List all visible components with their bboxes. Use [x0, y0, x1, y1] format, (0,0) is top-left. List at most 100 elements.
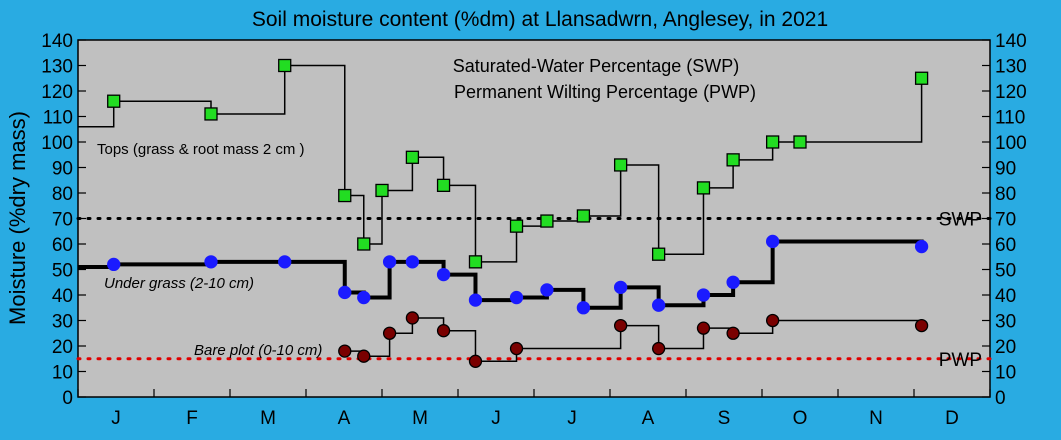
- data-point-circle: [914, 239, 929, 254]
- y-tick-label-right: 30: [995, 312, 1016, 333]
- x-tick-label: J: [567, 408, 577, 429]
- data-point-square: [405, 150, 420, 164]
- x-tick-label: M: [412, 408, 428, 429]
- reference-lines: SWP PWP: [76, 210, 992, 371]
- data-point-square: [651, 247, 666, 261]
- data-point-circle: [338, 285, 352, 300]
- data-point-square: [278, 58, 292, 73]
- series-markers: [107, 58, 929, 368]
- y-tick-label-right: 50: [995, 261, 1016, 282]
- y-tick-label-right: 70: [995, 210, 1016, 231]
- series-label-under-grass: Under grass (2-10 cm): [104, 275, 254, 292]
- x-tick-label: O: [793, 408, 808, 429]
- y-tick-label-right: 110: [995, 108, 1025, 129]
- data-point-circle: [765, 313, 780, 328]
- y-axis-label: Moisture (%dry mass): [5, 111, 30, 325]
- data-point-circle: [613, 318, 628, 333]
- data-point-circle: [436, 267, 451, 282]
- y-tick-label-left: 130: [41, 57, 73, 78]
- y-tick-label-right: 100: [995, 133, 1027, 154]
- legend-swp: Saturated-Water Percentage (SWP): [453, 56, 739, 76]
- data-point-square: [540, 214, 554, 228]
- data-point-circle: [357, 349, 371, 363]
- series-label-bare-plot: Bare plot (0-10 cm): [194, 342, 322, 359]
- data-point-circle: [509, 290, 524, 305]
- y-tick-label-left: 60: [52, 235, 73, 256]
- y-tick-label-left: 120: [41, 82, 73, 103]
- data-point-circle: [204, 255, 218, 269]
- data-point-circle: [382, 255, 397, 269]
- y-tick-label-right: 130: [995, 57, 1027, 78]
- data-point-circle: [338, 344, 352, 358]
- data-point-square: [793, 135, 807, 149]
- data-point-square: [696, 181, 711, 195]
- data-point-square: [576, 209, 591, 223]
- data-point-circle: [468, 293, 483, 307]
- data-point-circle: [382, 326, 397, 340]
- data-point-square: [375, 183, 389, 198]
- data-point-circle: [651, 341, 666, 356]
- y-tick-label-left: 90: [52, 159, 73, 180]
- y-tick-label-left: 110: [43, 108, 73, 129]
- y-tick-label-right: 20: [995, 337, 1016, 358]
- data-point-circle: [436, 324, 451, 338]
- series-label-tops: Tops (grass & root mass 2 cm ): [97, 141, 305, 158]
- data-point-circle: [468, 354, 483, 368]
- data-point-circle: [509, 341, 524, 356]
- data-point-square: [468, 255, 483, 269]
- data-point-circle: [540, 283, 554, 297]
- y-tick-label-left: 20: [52, 337, 73, 358]
- data-point-circle: [613, 280, 628, 295]
- y-tick-label-right: 40: [995, 286, 1016, 307]
- data-point-square: [204, 107, 218, 121]
- y-tick-label-left: 0: [62, 388, 73, 409]
- axis-ticks: 0 0 10 10 20 20 30 30 40 40 50 50 60 60 70 70 80 80 90 90 10…: [41, 31, 1026, 429]
- data-point-circle: [765, 234, 780, 249]
- y-tick-label-left: 10: [52, 363, 73, 384]
- y-tick-label-right: 0: [995, 388, 1006, 409]
- data-point-square: [338, 188, 352, 203]
- data-point-circle: [696, 288, 711, 302]
- x-tick-label: A: [642, 408, 655, 429]
- data-point-square: [765, 135, 780, 149]
- y-tick-label-left: 80: [52, 184, 73, 205]
- x-tick-label: N: [869, 408, 883, 429]
- chart-title: Soil moisture content (%dm) at Llansadwr…: [252, 8, 828, 31]
- data-point-circle: [405, 311, 420, 325]
- y-tick-label-left: 100: [41, 133, 73, 154]
- y-tick-label-left: 70: [52, 210, 73, 231]
- data-point-square: [613, 158, 628, 172]
- x-tick-label: F: [186, 408, 198, 429]
- series-line-0: [78, 64, 923, 263]
- x-tick-label: A: [338, 408, 351, 429]
- data-point-circle: [726, 275, 740, 289]
- y-tick-label-right: 80: [995, 184, 1016, 205]
- x-tick-label: J: [111, 408, 121, 429]
- x-tick-label: M: [260, 408, 276, 429]
- y-tick-label-left: 30: [52, 312, 73, 333]
- data-point-circle: [357, 290, 371, 305]
- data-point-circle: [405, 255, 420, 269]
- data-point-circle: [696, 321, 711, 335]
- y-tick-label-left: 50: [52, 261, 73, 282]
- y-tick-label-right: 120: [995, 82, 1027, 103]
- x-tick-label: S: [718, 408, 731, 429]
- data-point-circle: [576, 301, 591, 315]
- data-point-square: [726, 153, 740, 167]
- data-point-square: [509, 219, 524, 233]
- y-tick-label-right: 10: [995, 363, 1016, 384]
- y-tick-label-right: 90: [995, 159, 1016, 180]
- legend-pwp: Permanent Wilting Percentage (PWP): [454, 82, 756, 102]
- y-tick-label-left: 40: [52, 286, 73, 307]
- x-tick-label: D: [945, 408, 959, 429]
- data-point-circle: [107, 257, 121, 272]
- y-tick-label-right: 60: [995, 235, 1016, 256]
- data-point-circle: [651, 298, 666, 312]
- x-tick-label: J: [491, 408, 501, 429]
- data-point-square: [914, 71, 929, 85]
- data-point-circle: [914, 318, 929, 333]
- data-point-square: [357, 237, 371, 251]
- data-point-square: [436, 178, 451, 193]
